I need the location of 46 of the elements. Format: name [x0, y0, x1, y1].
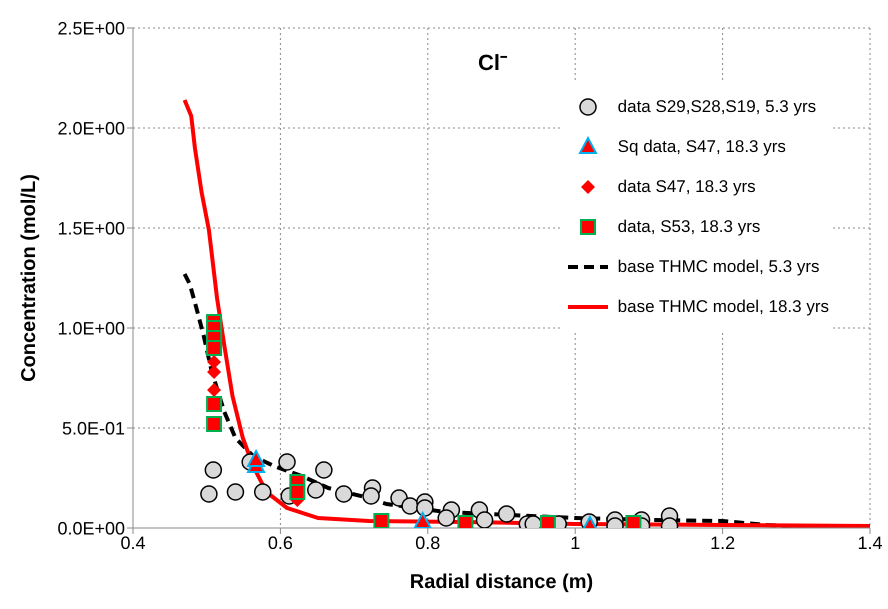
legend-label: base THMC model, 5.3 yrs [618, 257, 820, 277]
point [206, 396, 222, 412]
y-axis-title: Concentration (mol/L) [18, 174, 40, 382]
legend-label: data S29,S28,S19, 5.3 yrs [618, 97, 816, 117]
y-tick-label: 2.0E+00 [57, 118, 125, 138]
point [437, 509, 455, 527]
point [540, 515, 556, 528]
point [207, 365, 222, 379]
point [307, 481, 325, 499]
point [401, 497, 419, 515]
point [457, 515, 474, 528]
point [204, 461, 222, 479]
point [476, 511, 494, 528]
legend-label: Sq data, S47, 18.3 yrs [618, 137, 786, 157]
y-tick-label: 5.0E-01 [62, 418, 125, 438]
x-axis-title: Radial distance (m) [410, 571, 594, 593]
point [416, 499, 434, 517]
point [362, 487, 380, 505]
point [207, 383, 222, 397]
y-tick-label: 1.5E+00 [57, 218, 125, 238]
point [226, 483, 244, 501]
point [373, 513, 390, 528]
line-series [182, 98, 870, 528]
point [289, 484, 306, 500]
x-tick-label: 1.2 [710, 532, 736, 553]
x-tick-label: 1 [570, 532, 580, 553]
x-tick-label: 0.8 [415, 532, 440, 553]
legend-label: data S47, 18.3 yrs [618, 177, 756, 197]
point [206, 416, 222, 432]
x-tick-label: 0.6 [268, 532, 293, 553]
point [247, 450, 266, 467]
text: Cl⁻ [478, 49, 507, 76]
y-tick-label: 1.0E+00 [57, 318, 125, 338]
point [315, 461, 333, 479]
legend-label: base THMC model, 18.3 yrs [618, 297, 829, 317]
y-tick-label: 2.5E+00 [57, 18, 125, 38]
point [625, 515, 642, 528]
point [335, 485, 353, 503]
point [207, 355, 222, 369]
point [498, 505, 516, 523]
point [278, 453, 296, 471]
point [254, 483, 272, 501]
x-tick-label: 1.4 [857, 532, 883, 553]
point [200, 485, 218, 503]
legend-label: data, S53, 18.3 yrs [618, 217, 760, 237]
point [206, 340, 222, 356]
